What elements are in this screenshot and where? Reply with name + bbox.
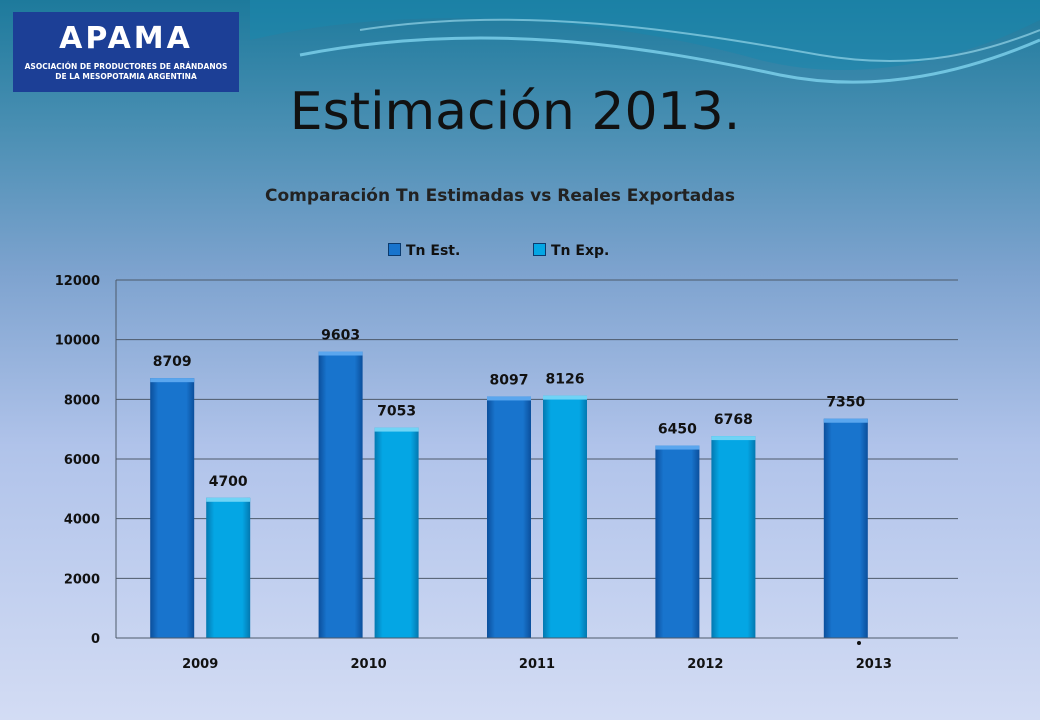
data-label-exp: 7053 [377, 404, 416, 420]
y-tick-label: 10000 [55, 334, 100, 349]
legend-label-est: Tn Est. [406, 243, 461, 259]
bar-cap-exp [374, 427, 419, 432]
logo-wordmark: APAMA [59, 21, 193, 56]
bar-cap-exp [543, 395, 587, 400]
bar-est [487, 396, 531, 638]
data-label-exp: 6768 [714, 412, 753, 428]
data-label-est: 6450 [658, 422, 697, 438]
bar-cap-est [150, 378, 195, 383]
bar-est [655, 445, 700, 638]
bar-cap-est [318, 351, 363, 356]
x-tick-label: 2011 [519, 657, 555, 672]
bar-exp [206, 497, 251, 638]
legend-label-exp: Tn Exp. [551, 243, 610, 259]
legend-item-exp: Tn Exp. [533, 243, 609, 259]
y-tick-label: 4000 [64, 513, 100, 528]
y-tick-label: 0 [91, 632, 100, 647]
chart-title: Comparación Tn Estimadas vs Reales Expor… [265, 186, 735, 206]
bar-est [823, 418, 868, 638]
legend-item-est: Tn Est. [388, 243, 460, 259]
data-label-exp: 4700 [209, 474, 248, 490]
x-tick-label: 2013 [856, 657, 892, 672]
bar-cap-exp [206, 497, 251, 502]
x-tick-label: 2010 [351, 657, 387, 672]
data-label-est: 8709 [153, 354, 192, 370]
y-tick-label: 12000 [55, 274, 100, 289]
logo-subtitle-line-2: DE LA MESOPOTAMIA ARGENTINA [55, 72, 197, 81]
y-tick-label: 8000 [64, 393, 100, 408]
logo-subtitle-line-1: ASOCIACIÓN DE PRODUCTORES DE ARÁNDANOS [24, 62, 228, 71]
bar-cap-est [487, 396, 531, 401]
legend-swatch-est [388, 243, 401, 256]
bar-est [318, 351, 363, 638]
header-swoosh-decoration [250, 0, 1040, 84]
legend-swatch-exp [533, 243, 546, 256]
data-label-est: 7350 [826, 395, 865, 411]
apama-logo: APAMA ASOCIACIÓN DE PRODUCTORES DE ARÁND… [13, 12, 239, 92]
y-tick-label: 2000 [64, 572, 100, 587]
data-label-est: 8097 [490, 372, 529, 388]
x-tick-label: 2009 [182, 657, 218, 672]
bar-exp [543, 395, 587, 638]
data-point-marker [857, 641, 861, 645]
bar-cap-est [823, 418, 868, 423]
bar-exp [711, 436, 756, 638]
bar-cap-exp [711, 436, 756, 441]
bar-exp [374, 427, 419, 638]
x-tick-label: 2012 [687, 657, 723, 672]
data-label-exp: 8126 [546, 372, 585, 388]
y-tick-label: 6000 [64, 453, 100, 468]
bar-est [150, 378, 195, 638]
data-label-est: 9603 [321, 328, 360, 344]
bar-cap-est [655, 445, 700, 450]
slide-title: Estimación 2013. [289, 82, 741, 142]
